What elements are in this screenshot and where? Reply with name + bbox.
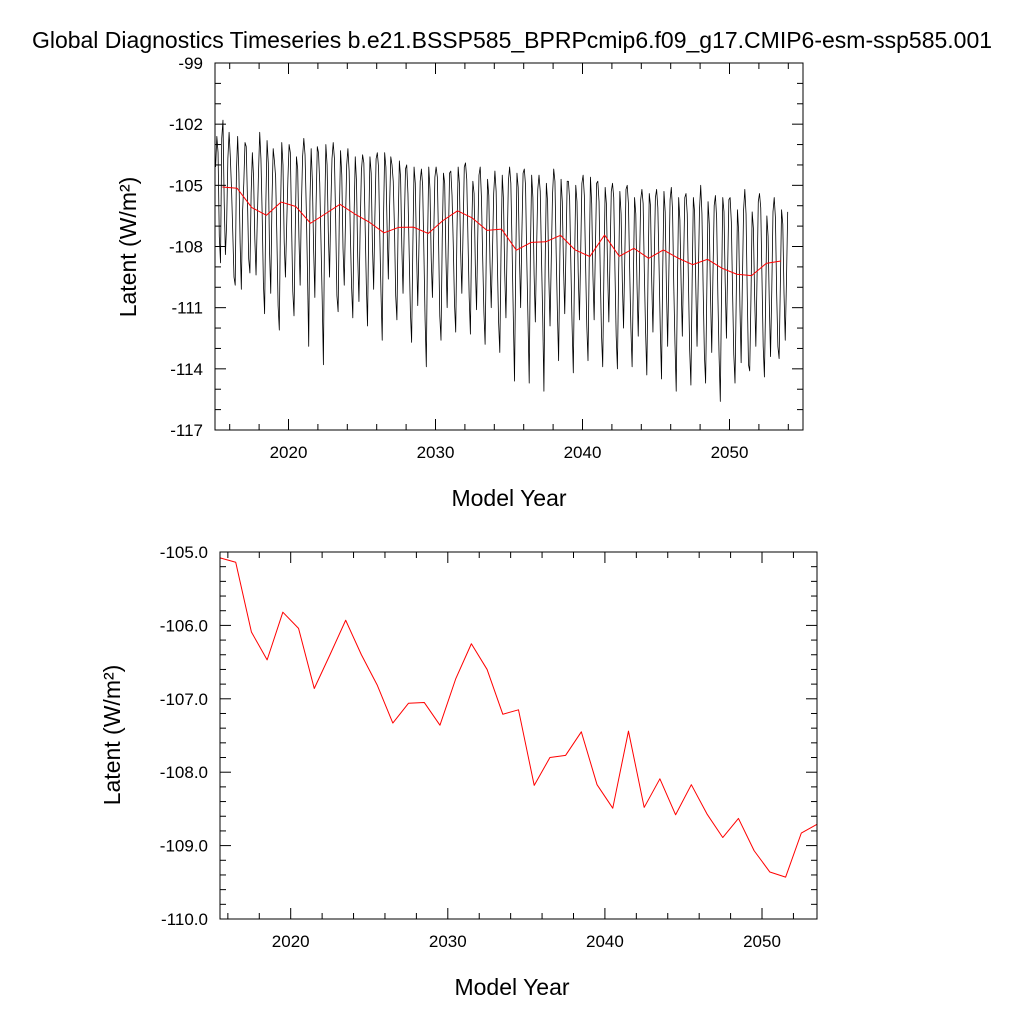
top-xtick-label: 2040 [564, 443, 602, 462]
top-panel-xlabel: Model Year [451, 485, 566, 511]
bottom-ytick-label: -109.0 [160, 837, 208, 856]
bottom-xtick-label: 2030 [429, 932, 467, 951]
bottom-ytick-label: -105.0 [160, 543, 208, 562]
top-annual-series-line [222, 186, 782, 277]
bottom-annual-series-line [219, 557, 818, 878]
bottom-panel-ylabel: Latent (W/m²) [99, 665, 125, 806]
bottom-panel-ticks [220, 551, 817, 920]
top-monthly-series-line [215, 119, 789, 402]
top-panel: 2020 2030 2040 2050 -99 -102 -105 -108 -111 -114 -… [115, 54, 804, 511]
bottom-ytick-label: -108.0 [160, 763, 208, 782]
top-xtick-label: 2050 [711, 443, 749, 462]
top-ytick-label: -117 [170, 421, 203, 440]
figure-title: Global Diagnostics Timeseries b.e21.BSSP… [32, 27, 992, 53]
top-xtick-label: 2030 [417, 443, 455, 462]
top-ytick-label: -108 [169, 238, 203, 257]
bottom-ytick-label: -106.0 [160, 616, 208, 635]
bottom-ytick-label: -110.0 [161, 910, 208, 929]
top-ytick-label: -111 [171, 299, 203, 318]
bottom-xtick-label: 2050 [743, 932, 781, 951]
top-ytick-label: -99 [178, 54, 203, 73]
bottom-panel: 2020 2030 2040 2050 -105.0 -106.0 -107.0 -108.0… [99, 543, 818, 1000]
bottom-panel-series [219, 557, 818, 878]
top-panel-series [215, 119, 789, 402]
top-panel-ticks [215, 62, 803, 431]
top-xtick-label: 2020 [270, 443, 308, 462]
bottom-panel-frame [219, 551, 818, 920]
top-ytick-label: -102 [169, 115, 203, 134]
bottom-panel-tick-labels: 2020 2030 2040 2050 -105.0 -106.0 -107.0 -108.0… [160, 543, 781, 951]
top-panel-tick-labels: 2020 2030 2040 2050 -99 -102 -105 -108 -111 -114 -… [169, 54, 748, 462]
top-panel-frame [214, 62, 804, 431]
bottom-xtick-label: 2020 [272, 932, 310, 951]
top-ytick-label: -105 [169, 176, 203, 195]
bottom-ytick-label: -107.0 [160, 690, 208, 709]
top-panel-ylabel: Latent (W/m²) [115, 177, 141, 318]
bottom-panel-xlabel: Model Year [454, 974, 569, 1000]
bottom-xtick-label: 2040 [586, 932, 624, 951]
top-ytick-label: -114 [170, 360, 203, 379]
